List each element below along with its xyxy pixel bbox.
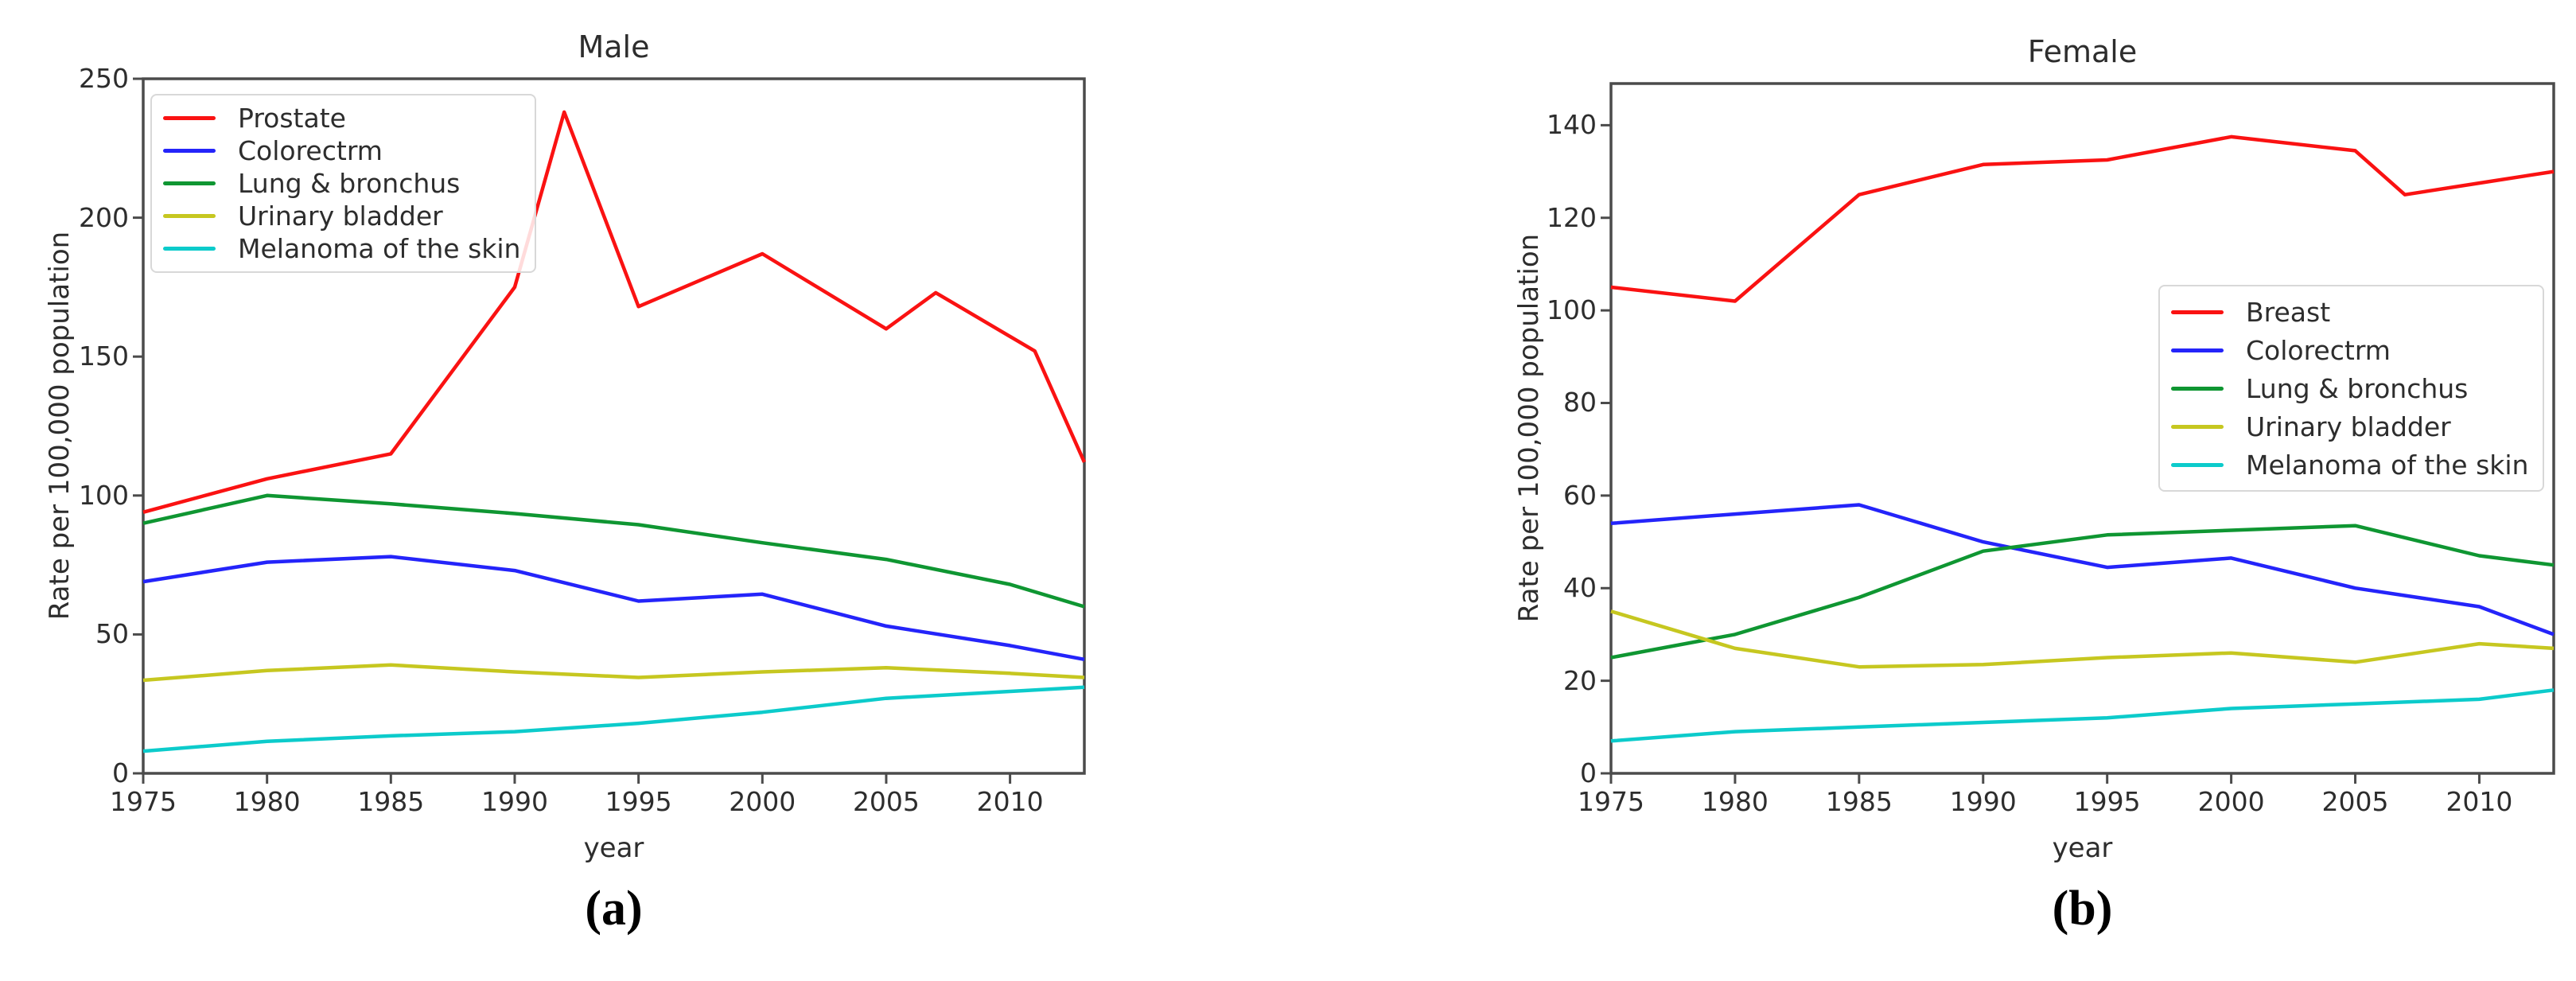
x-tick-label: 1985 (1825, 786, 1893, 817)
panel-caption-a: (a) (585, 882, 643, 936)
x-tick-label: 2005 (2321, 786, 2389, 817)
x-tick-label: 1995 (605, 786, 672, 817)
x-tick-label: 1985 (357, 786, 425, 817)
legend-item: Urinary bladder (152, 200, 535, 232)
legend: Prostate Colorectrm Lung & bronchus Urinary… (150, 94, 537, 273)
legend-swatch-icon (163, 247, 216, 251)
legend-item-label: Breast (2246, 296, 2331, 328)
legend-swatch-icon (163, 149, 216, 153)
legend-item: Urinary bladder (2160, 407, 2543, 446)
series-line-lung-bronchus (1610, 524, 2555, 660)
legend-item-label: Colorectrm (238, 135, 383, 166)
chart-title-male: Male (578, 29, 650, 64)
series-line-prostate (142, 110, 1087, 514)
y-tick-label: 40 (1563, 572, 1597, 604)
x-tick-label: 1980 (233, 786, 301, 817)
legend-item: Colorectrm (2160, 331, 2543, 369)
y-tick-label: 150 (79, 341, 129, 372)
legend-item: Lung & bronchus (2160, 369, 2543, 407)
legend-item: Melanoma of the skin (2160, 446, 2543, 484)
y-tick-label: 0 (1580, 757, 1597, 788)
plot-area (1601, 82, 2555, 784)
series-line-urinary-bladder (142, 663, 1085, 683)
y-tick-label: 120 (1547, 201, 1597, 233)
x-tick-label: 1975 (1578, 786, 1644, 817)
legend-item: Lung & bronchus (152, 167, 535, 200)
y-tick-label: 80 (1563, 387, 1597, 418)
legend-item: Colorectrm (152, 134, 535, 167)
x-axis-label: year (583, 832, 644, 864)
y-tick-label: 100 (79, 479, 129, 511)
x-tick-label: 1980 (1701, 786, 1769, 817)
legend-item-label: Melanoma of the skin (2246, 449, 2529, 481)
legend-item: Breast (2160, 293, 2543, 331)
y-tick-label: 60 (1563, 479, 1597, 511)
legend-item-label: Lung & bronchus (2246, 372, 2469, 404)
y-tick-label: 0 (112, 757, 129, 788)
legend-swatch-icon (2171, 386, 2224, 391)
series-line-breast (1610, 134, 2555, 303)
y-tick-label: 200 (79, 201, 129, 233)
panel-caption-b: (b) (2052, 882, 2113, 936)
legend-swatch-icon (163, 181, 216, 185)
legend-item-label: Colorectrm (2246, 334, 2391, 366)
plot-area (133, 77, 1087, 784)
y-tick-label: 20 (1563, 664, 1597, 696)
chart-title-female: Female (2027, 34, 2138, 69)
x-tick-label: 1990 (1949, 786, 2017, 817)
series-line-colorectrm (1610, 503, 2555, 636)
legend-item-label: Urinary bladder (2246, 411, 2451, 442)
legend-item-label: Urinary bladder (238, 200, 443, 232)
y-tick-label: 100 (1547, 294, 1597, 326)
legend-item-label: Melanoma of the skin (238, 233, 521, 264)
x-tick-label: 2005 (852, 786, 920, 817)
x-tick-label: 2010 (2446, 786, 2513, 817)
x-tick-label: 2000 (729, 786, 796, 817)
y-tick-label: 140 (1547, 109, 1597, 141)
x-tick-label: 1975 (110, 786, 177, 817)
legend-swatch-icon (2171, 348, 2224, 352)
series-line-lung-bronchus (142, 493, 1085, 609)
x-tick-label: 1990 (481, 786, 548, 817)
x-tick-label: 2000 (2197, 786, 2265, 817)
x-tick-label: 1995 (2073, 786, 2141, 817)
legend-item: Melanoma of the skin (152, 232, 535, 265)
legend-item-label: Prostate (238, 103, 346, 134)
series-line-urinary-bladder (1610, 609, 2555, 669)
axes-frame (142, 77, 1086, 775)
legend-item-label: Lung & bronchus (238, 168, 461, 199)
x-axis-label: year (2052, 832, 2113, 864)
legend-swatch-icon (2171, 309, 2224, 314)
y-tick-label: 250 (79, 63, 129, 94)
series-line-melanoma-of-the-skin (142, 685, 1085, 753)
y-axis-label: Rate per 100,000 population (1513, 233, 1545, 623)
legend-swatch-icon (2171, 424, 2224, 429)
y-tick-label: 50 (95, 618, 129, 650)
legend-swatch-icon (163, 214, 216, 218)
legend-item: Prostate (152, 102, 535, 134)
legend-swatch-icon (2171, 462, 2224, 467)
series-line-melanoma-of-the-skin (1610, 688, 2555, 743)
x-tick-label: 2010 (976, 786, 1044, 817)
legend-swatch-icon (163, 116, 216, 120)
series-line-colorectrm (142, 555, 1085, 662)
axes-frame (1609, 82, 2555, 775)
legend: Breast Colorectrm Lung & bronchus Urinary b… (2158, 285, 2545, 492)
